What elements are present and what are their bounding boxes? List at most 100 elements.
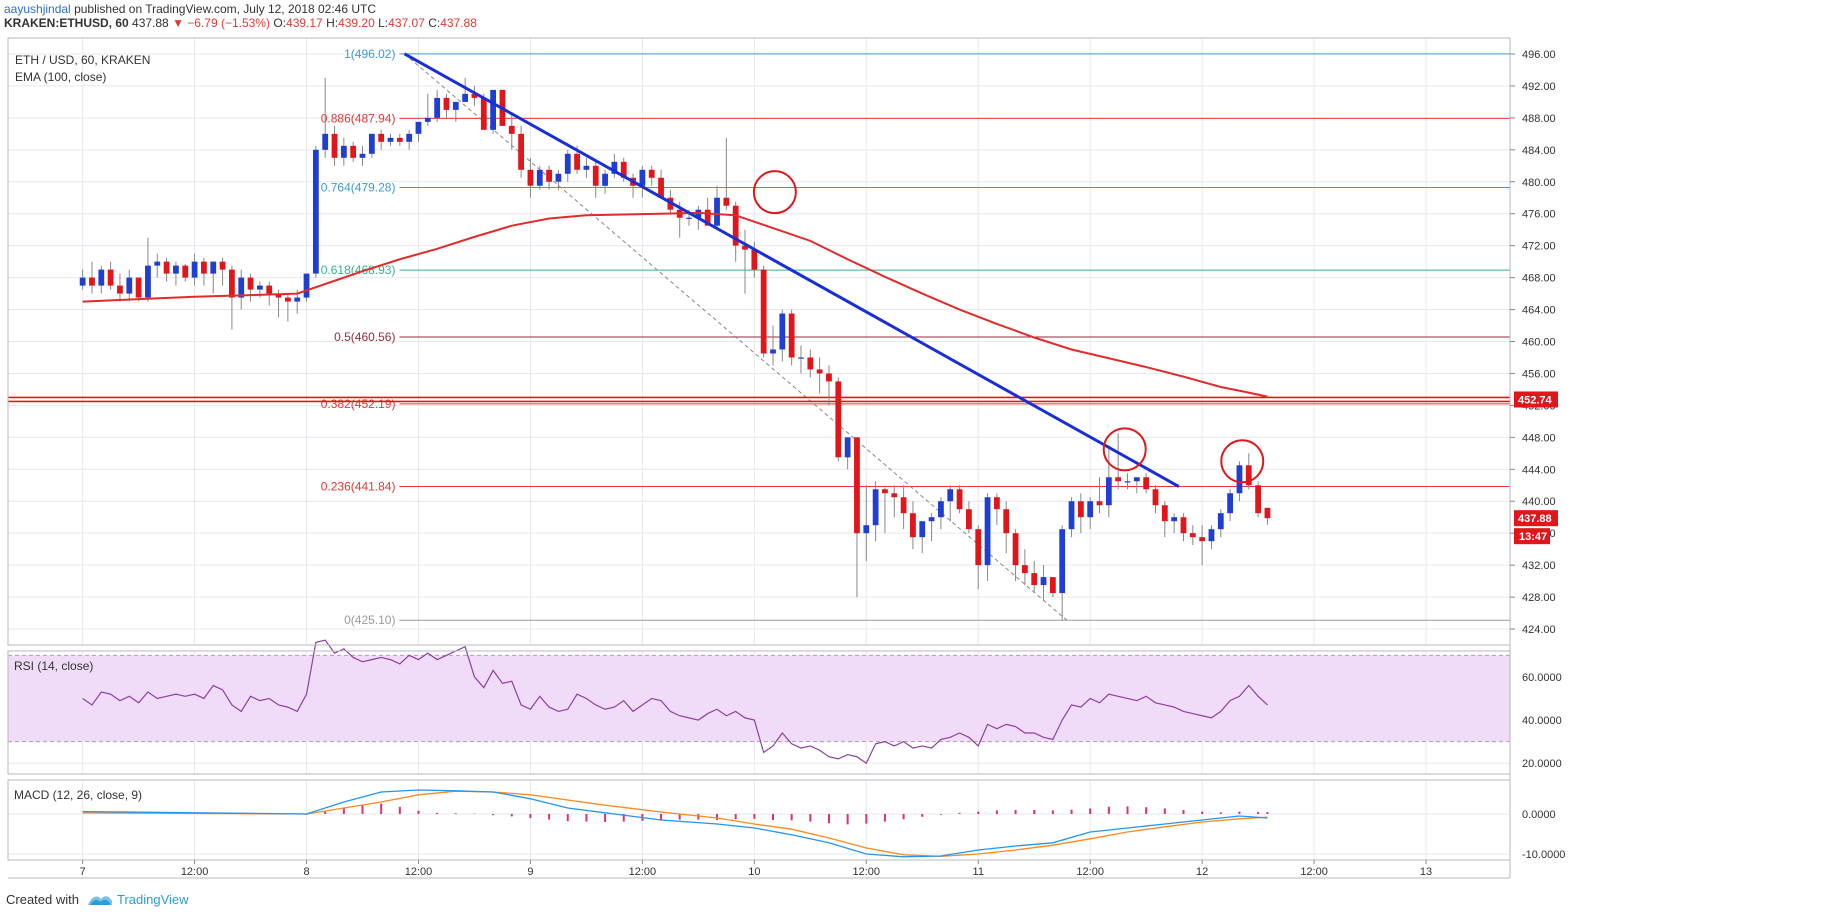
low-label: L:	[378, 16, 389, 30]
candle-body	[1012, 533, 1019, 566]
candle-body	[154, 261, 161, 266]
publish-line: aayushjindal published on TradingView.co…	[4, 2, 477, 16]
candle-body	[396, 137, 403, 142]
candle-body	[1096, 501, 1103, 506]
fib-label: 0.764(479.28)	[321, 181, 396, 195]
candle-body	[1161, 505, 1168, 522]
candle-body	[1180, 517, 1187, 534]
candle-body	[518, 133, 524, 170]
candle-body	[340, 145, 347, 158]
macd-signal-line	[82, 790, 1268, 858]
created-with: Created with	[6, 892, 79, 907]
ema-path	[82, 211, 1268, 398]
candles	[79, 77, 1271, 621]
candle-body	[1189, 533, 1196, 538]
candle-body	[201, 261, 207, 274]
candle-body	[173, 265, 179, 274]
time-tick-label: 12:00	[181, 866, 209, 878]
candle-body	[1059, 529, 1066, 594]
price-tick-label: 476.00	[1522, 209, 1556, 221]
candle-body	[387, 137, 394, 142]
candle-body	[891, 493, 898, 498]
candle-body	[79, 277, 86, 286]
candle-body	[658, 177, 664, 198]
chart-title: ETH / USD, 60, KRAKEN	[15, 53, 150, 67]
candle-body	[592, 165, 599, 186]
candle-body	[788, 313, 795, 358]
candle-body	[284, 297, 291, 302]
candle-body	[135, 277, 142, 298]
candle-body	[219, 261, 226, 270]
change-value: ▼ −6.79 (−1.53%)	[172, 16, 271, 30]
candle-body	[1199, 537, 1206, 542]
candle-body	[406, 133, 413, 142]
rsi-line	[82, 639, 1268, 765]
highlight-circle	[1220, 439, 1265, 484]
ema-line	[82, 211, 1268, 398]
candle-body	[938, 501, 944, 518]
author-link[interactable]: aayushjindal	[4, 2, 71, 16]
time-tick-label: 12:00	[629, 866, 657, 878]
price-tick-label: 492.00	[1522, 81, 1556, 93]
time-tick-label: 13	[1420, 866, 1432, 878]
symbol-label: KRAKEN:ETHUSD, 60	[4, 16, 129, 30]
candle-body	[256, 285, 263, 290]
last-close: 437.88	[132, 16, 169, 30]
tradingview-link[interactable]: TradingView	[87, 892, 189, 907]
open-value: 439.17	[286, 16, 323, 30]
candle-body	[1236, 465, 1243, 494]
candle-body	[126, 277, 133, 294]
candle-body	[1068, 501, 1075, 530]
price-tick-label: 424.00	[1522, 624, 1556, 636]
candle-body	[1171, 517, 1178, 522]
candle-body	[424, 117, 431, 122]
candle-body	[555, 173, 562, 182]
macd-tick-label: 0.0000	[1522, 809, 1556, 821]
candle-body	[574, 153, 580, 170]
candle-body	[527, 169, 534, 186]
macd-pane	[82, 789, 1269, 858]
ohlc-line: KRAKEN:ETHUSD, 60 437.88 ▼ −6.79 (−1.53%…	[4, 16, 477, 30]
price-tick-label: 460.00	[1522, 337, 1556, 349]
low-value: 437.07	[388, 16, 425, 30]
candle-body	[145, 265, 151, 298]
candle-body	[508, 125, 515, 134]
candle-body	[966, 509, 972, 530]
time-tick-label: 11	[973, 866, 984, 878]
candle-body	[415, 121, 422, 134]
candle-body	[312, 149, 319, 274]
last-price-tag-bg	[1514, 510, 1558, 527]
countdown-bg	[1514, 528, 1550, 545]
macd-label: MACD (12, 26, close, 9)	[14, 788, 142, 802]
rsi-pane	[8, 639, 1510, 765]
trendline	[403, 52, 1180, 488]
candle-body	[984, 497, 991, 566]
candle-body	[229, 269, 235, 298]
candle-body	[322, 133, 329, 150]
candle-body	[732, 205, 739, 246]
candle-body	[975, 529, 982, 566]
close-value: 437.88	[440, 16, 477, 30]
candle-body	[760, 269, 767, 354]
candle-body	[1124, 481, 1131, 483]
candle-body	[1105, 477, 1112, 506]
candle-body	[350, 145, 357, 158]
footer: Created with TradingView	[6, 892, 189, 907]
pane-frames	[7, 37, 1511, 878]
candle-body	[303, 273, 310, 298]
candle-body	[854, 437, 860, 534]
candle-body	[863, 525, 870, 534]
close-label: C:	[428, 16, 441, 30]
time-tick-label: 12:00	[405, 866, 433, 878]
price-tick-label: 484.00	[1522, 145, 1556, 157]
macd-tick-label: -10.0000	[1522, 849, 1565, 861]
axes: 424.00428.00432.00436.00440.00444.00448.…	[8, 49, 1565, 879]
price-tick-label: 440.00	[1522, 496, 1556, 508]
candle-body	[648, 169, 655, 178]
candle-body	[163, 261, 170, 274]
time-tick-label: 12:00	[853, 866, 881, 878]
candle-body	[882, 489, 888, 494]
candle-body	[1077, 501, 1084, 518]
candle-body	[742, 245, 748, 250]
